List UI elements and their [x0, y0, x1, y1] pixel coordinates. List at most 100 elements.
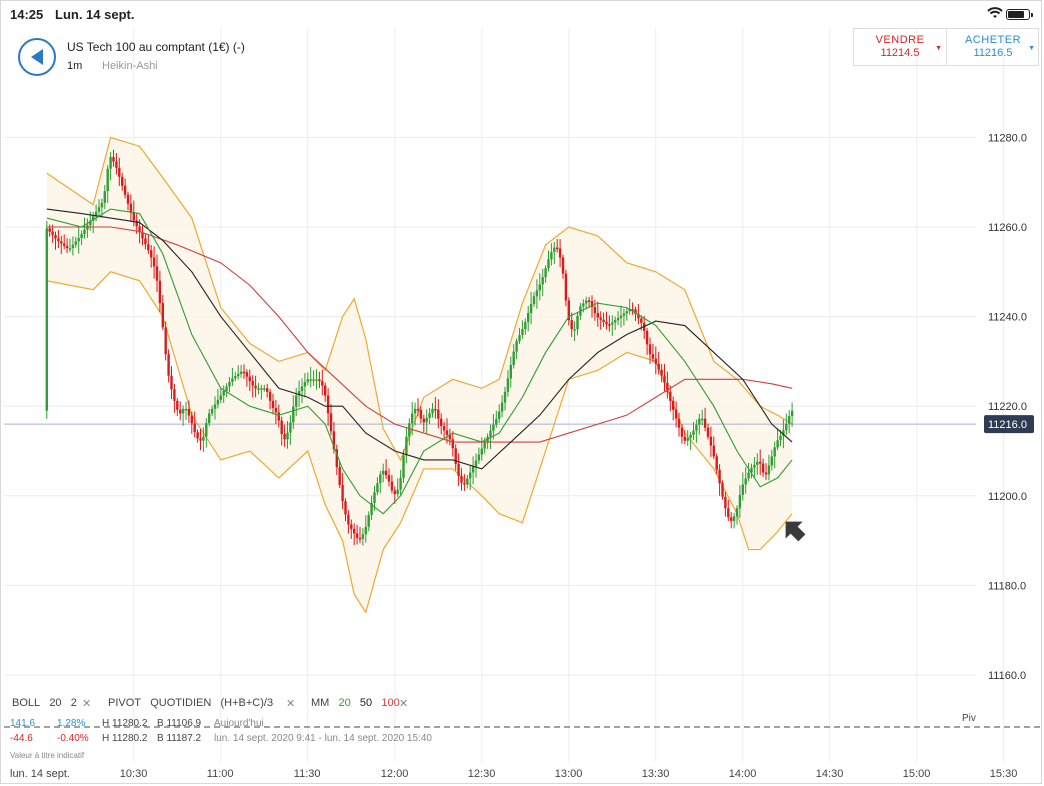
candle [732, 512, 736, 529]
candle [669, 385, 672, 412]
candle [437, 399, 440, 429]
back-button[interactable] [18, 38, 56, 76]
candle-body [477, 454, 481, 461]
candle [634, 306, 637, 322]
candle [237, 365, 240, 380]
candle-body [74, 241, 77, 245]
candle-body [135, 220, 138, 227]
candle-body [660, 369, 663, 376]
candle-body [94, 211, 98, 217]
candle [129, 194, 133, 222]
stats-range-period: lun. 14 sept. 2020 9:41 - lun. 14 sept. … [214, 733, 432, 744]
candle-body [242, 371, 246, 374]
x-tick-label: 15:30 [990, 768, 1018, 780]
candle-body [788, 416, 791, 424]
candle [286, 421, 289, 449]
candle [712, 436, 715, 460]
candle [558, 239, 562, 268]
candle [350, 519, 353, 539]
candle [353, 523, 356, 546]
candle-body [602, 319, 605, 322]
pivot-indicator-label[interactable]: PIVOT QUOTIDIEN (H+B+C)/3 [108, 697, 273, 709]
candle-body [596, 313, 599, 318]
candle-body [622, 313, 626, 316]
candle [724, 491, 727, 517]
candle [257, 382, 260, 395]
candle [268, 388, 272, 410]
candle [767, 454, 771, 481]
buy-price: 11216.5 [973, 47, 1013, 59]
mm-remove-close-icon[interactable]: ✕ [399, 698, 409, 710]
ma20-line [46, 208, 793, 515]
buy-button[interactable]: ACHETER 11216.5 ▼ [947, 29, 1039, 65]
candle [367, 511, 370, 532]
mm-100: 100 [381, 697, 400, 709]
candle-body [228, 382, 231, 387]
trade-panel: VENDRE 11214.5 ▼ ACHETER 11216.5 ▼ [853, 28, 1039, 66]
mm-indicator-label[interactable]: MM 20 50 100 [311, 697, 400, 709]
sell-button[interactable]: VENDRE 11214.5 ▼ [854, 29, 947, 65]
candle [170, 366, 173, 400]
candle-body [576, 315, 579, 330]
candle-body [219, 395, 222, 400]
candle-body [350, 524, 353, 529]
candle-body [605, 321, 608, 325]
candle-body [706, 427, 710, 437]
candle [509, 356, 512, 388]
candle-body [280, 420, 283, 434]
candle-body [289, 422, 292, 433]
candle-body [634, 309, 637, 314]
candle [440, 413, 443, 435]
timeframe-selector[interactable]: 1m [67, 60, 83, 72]
candle-body [735, 508, 739, 517]
candle [657, 351, 660, 375]
candle [123, 178, 127, 199]
candle [750, 463, 753, 479]
candle-body [408, 423, 411, 437]
candle [477, 447, 481, 465]
chart-type-selector[interactable]: Heikin-Ashi [102, 60, 158, 72]
candle-body [759, 461, 762, 464]
candle [550, 243, 553, 266]
candle [686, 430, 689, 446]
candle-body [411, 413, 414, 424]
candle [753, 457, 756, 478]
boll-name: BOLL [12, 697, 41, 709]
candle [184, 401, 188, 421]
candle [425, 409, 428, 435]
candle-body [541, 277, 544, 285]
candle-body [384, 470, 388, 476]
boll-deviation: 2 [70, 697, 77, 709]
boll-indicator-label[interactable]: BOLL 20 2 [12, 697, 77, 709]
candle [254, 375, 257, 398]
candle [77, 226, 80, 254]
candle-body [306, 379, 309, 383]
candle [318, 371, 321, 389]
candle [645, 328, 649, 355]
candle [379, 471, 382, 494]
candle-body [237, 373, 240, 377]
candle-body [761, 463, 765, 473]
candle-body [295, 395, 298, 407]
candle [666, 371, 669, 399]
candle-body [611, 322, 614, 325]
candle [608, 315, 611, 332]
candle-body [335, 449, 338, 468]
pivot-remove-close-icon[interactable]: ✕ [286, 698, 296, 710]
candle [219, 387, 222, 404]
boll-remove-close-icon[interactable]: ✕ [82, 698, 92, 710]
candle-body [51, 231, 54, 236]
x-axis: lun. 14 sept. 10:30 11:00 11:30 12:00 12:30 13… [10, 768, 1017, 780]
candle-body [509, 364, 512, 379]
candle [596, 301, 599, 327]
sell-price: 11214.5 [880, 47, 920, 59]
mm-20: 20 [338, 697, 351, 709]
x-tick-label: 10:30 [120, 768, 148, 780]
candle-body [266, 388, 269, 392]
candle [730, 512, 733, 529]
candle [735, 505, 739, 525]
candle-body [274, 407, 278, 413]
candle [121, 172, 124, 191]
candle-body [732, 516, 736, 521]
